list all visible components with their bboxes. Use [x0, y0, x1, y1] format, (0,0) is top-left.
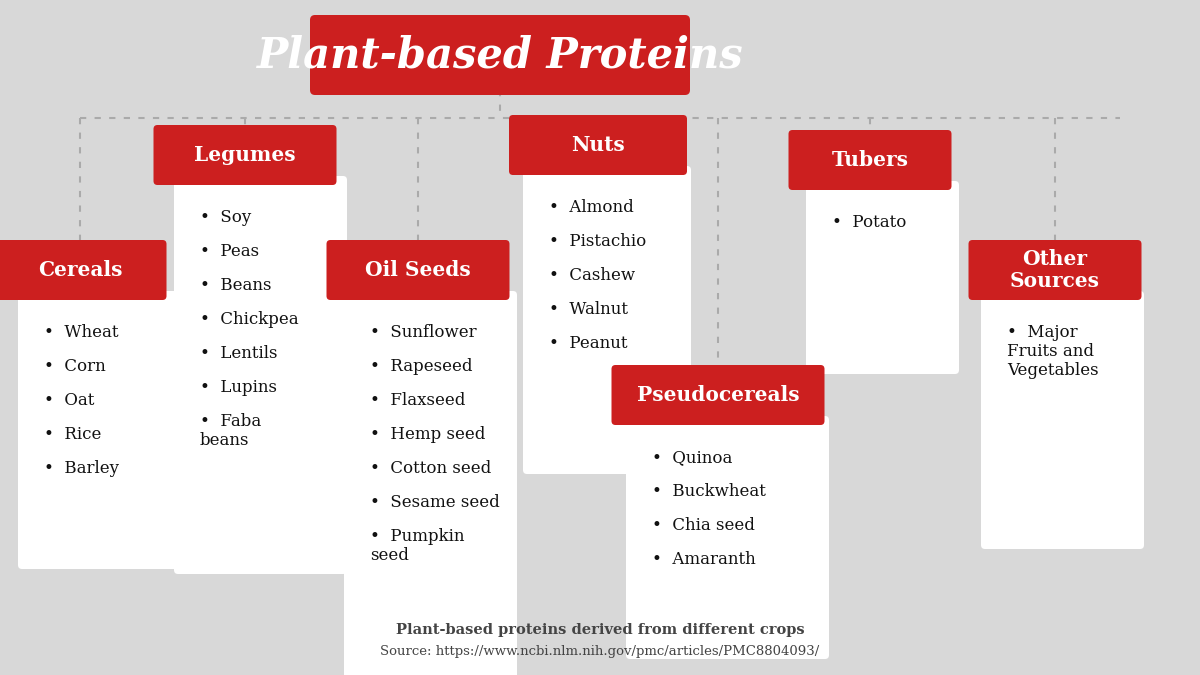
Text: •  Sunflower: • Sunflower — [370, 324, 476, 341]
Text: •  Chickpea: • Chickpea — [200, 311, 299, 328]
FancyBboxPatch shape — [174, 176, 347, 574]
Text: •  Barley: • Barley — [44, 460, 119, 477]
Text: Nuts: Nuts — [571, 135, 625, 155]
FancyBboxPatch shape — [326, 240, 510, 300]
Text: •  Corn: • Corn — [44, 358, 106, 375]
Text: •  Pumpkin
seed: • Pumpkin seed — [370, 528, 464, 564]
FancyBboxPatch shape — [626, 416, 829, 659]
Text: •  Buckwheat: • Buckwheat — [652, 483, 766, 500]
Text: Cereals: Cereals — [37, 260, 122, 280]
Text: •  Lentils: • Lentils — [200, 345, 277, 362]
Text: Other
Sources: Other Sources — [1010, 249, 1100, 291]
Text: •  Major
Fruits and
Vegetables: • Major Fruits and Vegetables — [1007, 324, 1099, 379]
Text: Plant-based Proteins: Plant-based Proteins — [257, 34, 743, 76]
FancyBboxPatch shape — [968, 240, 1141, 300]
Text: Pseudocereals: Pseudocereals — [637, 385, 799, 405]
FancyBboxPatch shape — [523, 166, 691, 474]
Text: •  Chia seed: • Chia seed — [652, 517, 755, 534]
Text: •  Wheat: • Wheat — [44, 324, 119, 341]
Text: •  Flaxseed: • Flaxseed — [370, 392, 466, 409]
Text: •  Almond: • Almond — [550, 199, 634, 216]
Text: •  Faba
beans: • Faba beans — [200, 413, 262, 449]
Text: Legumes: Legumes — [194, 145, 296, 165]
Text: •  Sesame seed: • Sesame seed — [370, 494, 499, 511]
FancyBboxPatch shape — [612, 365, 824, 425]
FancyBboxPatch shape — [18, 291, 181, 569]
Text: •  Peanut: • Peanut — [550, 335, 628, 352]
Text: •  Quinoa: • Quinoa — [652, 449, 732, 466]
Text: •  Hemp seed: • Hemp seed — [370, 426, 485, 443]
Text: •  Cotton seed: • Cotton seed — [370, 460, 491, 477]
Text: •  Lupins: • Lupins — [200, 379, 277, 396]
Text: •  Potato: • Potato — [832, 214, 906, 231]
FancyBboxPatch shape — [509, 115, 686, 175]
Text: •  Peas: • Peas — [200, 243, 259, 260]
Text: •  Rice: • Rice — [44, 426, 101, 443]
Text: Tubers: Tubers — [832, 150, 908, 170]
Text: Plant-based proteins derived from different crops: Plant-based proteins derived from differ… — [396, 623, 804, 637]
Text: •  Rapeseed: • Rapeseed — [370, 358, 473, 375]
Text: •  Amaranth: • Amaranth — [652, 551, 756, 568]
FancyBboxPatch shape — [982, 291, 1144, 549]
FancyBboxPatch shape — [806, 181, 959, 374]
FancyBboxPatch shape — [788, 130, 952, 190]
Text: •  Oat: • Oat — [44, 392, 95, 409]
FancyBboxPatch shape — [154, 125, 336, 185]
FancyBboxPatch shape — [344, 291, 517, 675]
Text: •  Soy: • Soy — [200, 209, 251, 226]
FancyBboxPatch shape — [310, 15, 690, 95]
Text: Source: https://www.ncbi.nlm.nih.gov/pmc/articles/PMC8804093/: Source: https://www.ncbi.nlm.nih.gov/pmc… — [380, 645, 820, 659]
Text: Oil Seeds: Oil Seeds — [365, 260, 470, 280]
Text: •  Pistachio: • Pistachio — [550, 233, 647, 250]
Text: •  Walnut: • Walnut — [550, 301, 628, 318]
FancyBboxPatch shape — [0, 240, 167, 300]
Text: •  Cashew: • Cashew — [550, 267, 635, 284]
Text: •  Beans: • Beans — [200, 277, 271, 294]
